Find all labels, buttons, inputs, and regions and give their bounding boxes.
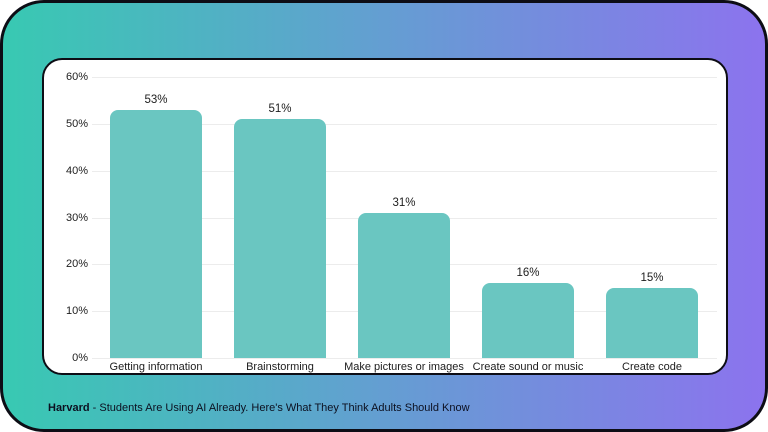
- bar: [606, 287, 698, 358]
- bar: [358, 212, 450, 358]
- bar: [482, 283, 574, 358]
- y-tick-label: 0%: [72, 352, 88, 364]
- bars-area: 53% 51% 31% 16% 15%: [94, 77, 714, 358]
- x-axis-labels: Getting information Brainstorming Make pic…: [94, 361, 714, 374]
- bar-slot: 16%: [466, 77, 590, 358]
- bar-slot: 53%: [94, 77, 218, 358]
- caption-source: Harvard: [48, 402, 90, 414]
- y-tick-label: 30%: [65, 211, 88, 224]
- bar-value-label: 16%: [516, 267, 540, 280]
- y-tick-label: 50%: [65, 117, 88, 130]
- bar: [110, 109, 202, 358]
- category-label: Brainstorming: [246, 361, 314, 373]
- chart-caption: Harvard - Students Are Using AI Already.…: [48, 401, 470, 415]
- bar-value-label: 15%: [640, 271, 664, 284]
- y-tick-label: 40%: [65, 164, 88, 177]
- gridline: [92, 358, 717, 359]
- bar-chart-panel: 60% 50% 40% 30% 20% 10% 0% 53% 51% 31% 16% 15% Get…: [42, 58, 728, 375]
- bar-value-label: 31%: [392, 196, 416, 209]
- bar-value-label: 51%: [268, 103, 292, 116]
- category-label: Make pictures or images: [344, 361, 464, 373]
- caption-text: - Students Are Using AI Already. Here's …: [92, 402, 470, 414]
- bar-slot: 15%: [590, 77, 714, 358]
- y-tick-label: 60%: [65, 71, 88, 83]
- bar-value-label: 53%: [144, 93, 168, 106]
- category-label: Create sound or music: [472, 361, 584, 373]
- bar-slot: 51%: [218, 77, 342, 358]
- y-tick-label: 20%: [65, 258, 88, 271]
- y-tick-label: 10%: [65, 305, 88, 318]
- bar: [234, 119, 326, 358]
- category-label: Getting information: [109, 361, 203, 373]
- bar-slot: 31%: [342, 77, 466, 358]
- category-label: Create code: [622, 361, 682, 373]
